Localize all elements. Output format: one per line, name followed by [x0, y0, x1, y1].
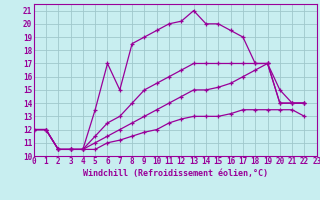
X-axis label: Windchill (Refroidissement éolien,°C): Windchill (Refroidissement éolien,°C) — [83, 169, 268, 178]
